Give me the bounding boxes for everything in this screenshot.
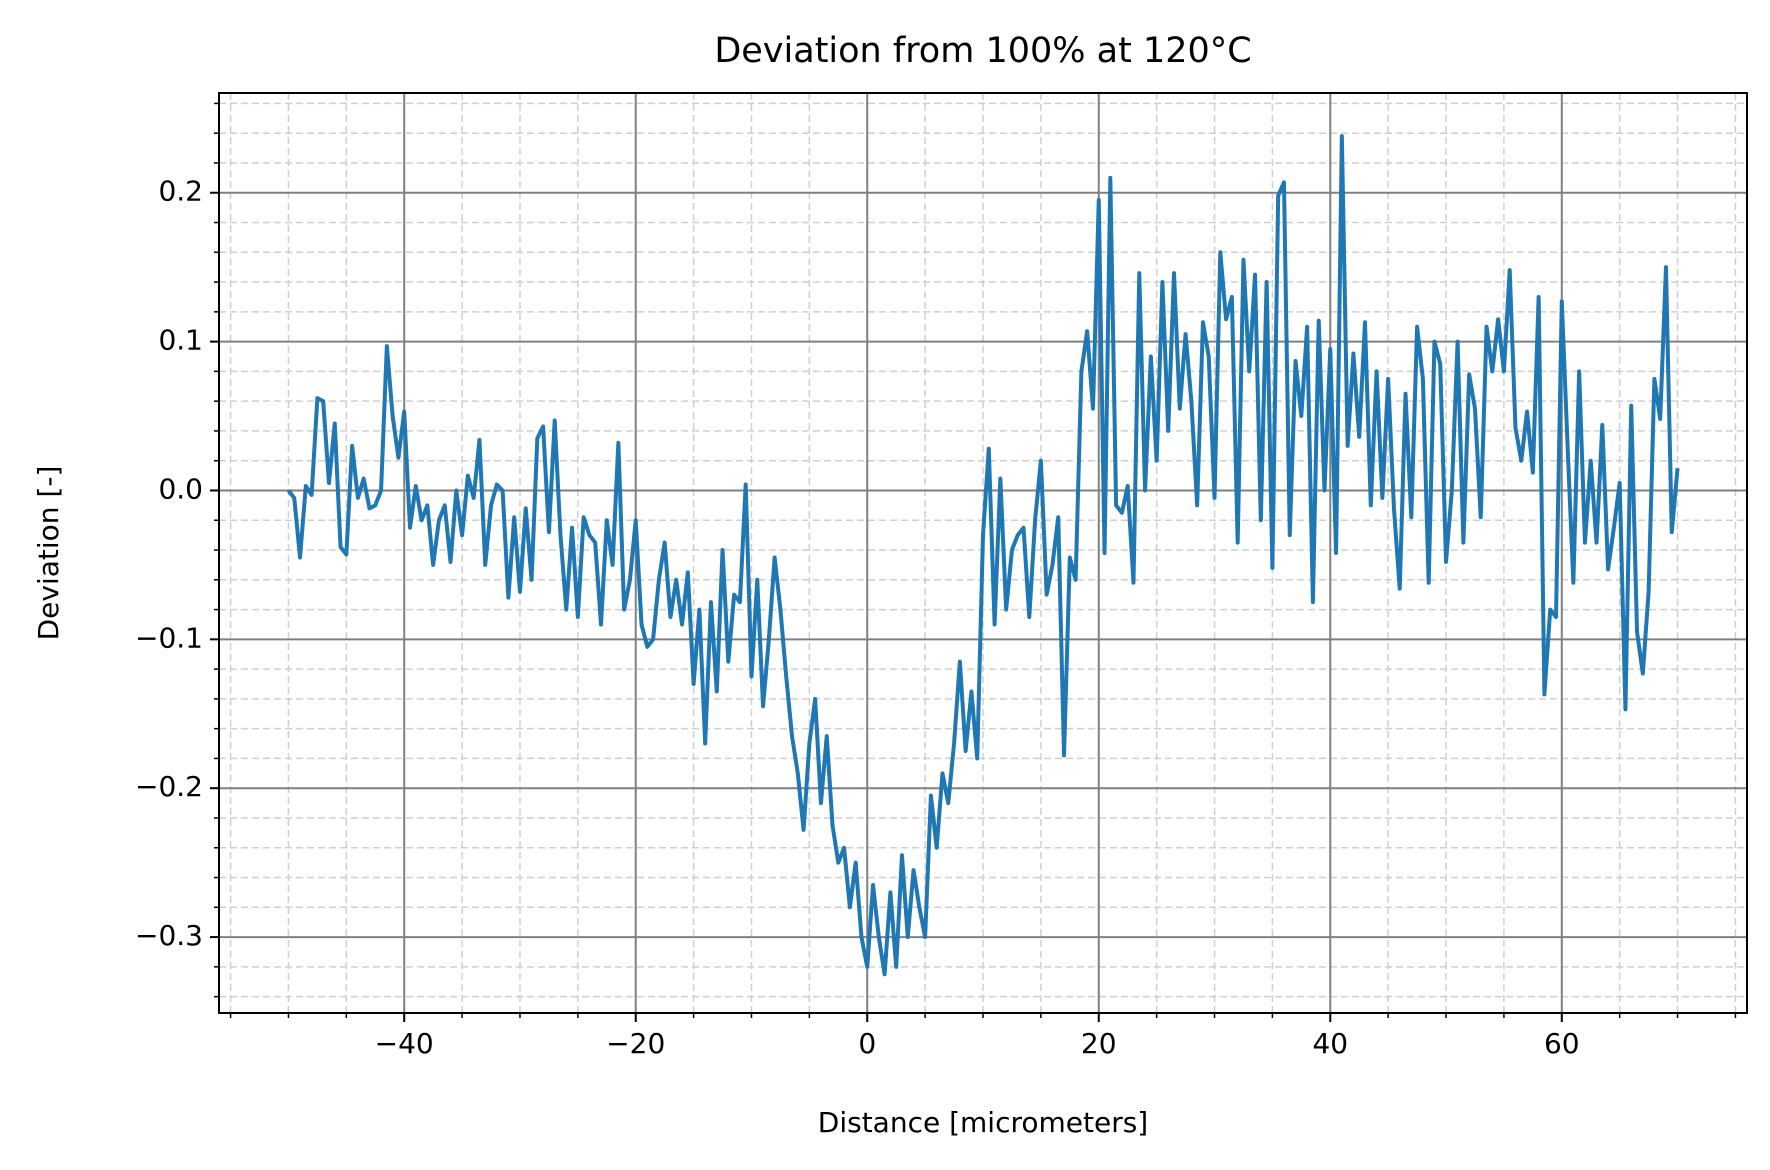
x-tick-label: 0 <box>858 1027 876 1060</box>
x-tick-label: 40 <box>1312 1027 1348 1060</box>
chart-title: Deviation from 100% at 120°C <box>714 31 1251 71</box>
plot-frame <box>218 92 1748 1014</box>
y-tick-label: 0.2 <box>158 175 203 208</box>
y-tick-label: 0.0 <box>158 472 203 505</box>
x-tick-label: −40 <box>375 1027 434 1060</box>
data-line <box>286 134 1680 977</box>
x-axis-label: Distance [micrometers] <box>818 1106 1148 1139</box>
y-axis-label: Deviation [-] <box>32 466 65 641</box>
y-tick-label: 0.1 <box>158 324 203 357</box>
x-tick-label: 60 <box>1544 1027 1580 1060</box>
y-tick-label: −0.3 <box>135 919 203 952</box>
x-tick-label: −20 <box>606 1027 665 1060</box>
y-tick-label: −0.1 <box>135 621 203 654</box>
x-tick-label: 20 <box>1081 1027 1117 1060</box>
y-tick-label: −0.2 <box>135 770 203 803</box>
